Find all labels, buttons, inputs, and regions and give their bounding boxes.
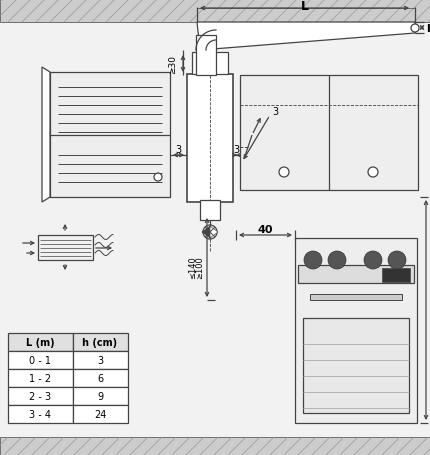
Bar	[8, 369, 73, 387]
Bar	[8, 405, 73, 423]
Polygon shape	[210, 227, 218, 238]
Text: 1 - 2: 1 - 2	[29, 373, 51, 383]
Text: L (m): L (m)	[26, 337, 54, 347]
Circle shape	[304, 252, 322, 269]
Text: 24: 24	[94, 409, 106, 419]
Bar	[38, 236, 93, 260]
Bar	[310, 294, 402, 300]
Bar	[8, 387, 73, 405]
Bar	[200, 201, 220, 221]
Circle shape	[203, 226, 217, 239]
Text: h (cm): h (cm)	[83, 337, 117, 347]
Polygon shape	[42, 68, 50, 202]
Bar	[192, 53, 228, 75]
Text: 0 - 1: 0 - 1	[29, 355, 51, 365]
Text: 3: 3	[233, 145, 239, 155]
Text: h: h	[426, 24, 430, 34]
Bar	[73, 333, 128, 351]
Bar	[73, 405, 128, 423]
Text: 9: 9	[97, 391, 103, 401]
Bar	[187, 75, 233, 202]
Bar	[382, 268, 410, 283]
Bar	[298, 265, 414, 283]
Bar	[8, 351, 73, 369]
Text: 3: 3	[175, 145, 181, 155]
Circle shape	[388, 252, 406, 269]
Bar	[295, 238, 417, 423]
Bar	[8, 333, 73, 351]
Bar	[50, 73, 170, 197]
Polygon shape	[202, 227, 210, 238]
Polygon shape	[197, 23, 415, 51]
Text: ≥100: ≥100	[196, 256, 205, 279]
Text: 40: 40	[257, 224, 273, 234]
Circle shape	[328, 252, 346, 269]
Circle shape	[279, 167, 289, 177]
Bar	[303, 318, 409, 413]
Bar	[73, 369, 128, 387]
Bar	[240, 76, 418, 191]
Bar	[196, 36, 216, 76]
Bar	[73, 387, 128, 405]
Circle shape	[154, 174, 162, 182]
Text: L: L	[301, 0, 309, 12]
Text: 3: 3	[97, 355, 103, 365]
Text: 6: 6	[97, 373, 103, 383]
Bar	[73, 351, 128, 369]
Circle shape	[411, 25, 419, 33]
Circle shape	[368, 167, 378, 177]
Text: 3 - 4: 3 - 4	[29, 409, 51, 419]
Bar	[0, 437, 430, 455]
Text: ≥30: ≥30	[169, 55, 178, 73]
Text: ≤140: ≤140	[188, 256, 197, 279]
Text: 2 - 3: 2 - 3	[29, 391, 51, 401]
Text: 3: 3	[272, 107, 278, 117]
Circle shape	[364, 252, 382, 269]
Bar	[0, 0, 430, 23]
